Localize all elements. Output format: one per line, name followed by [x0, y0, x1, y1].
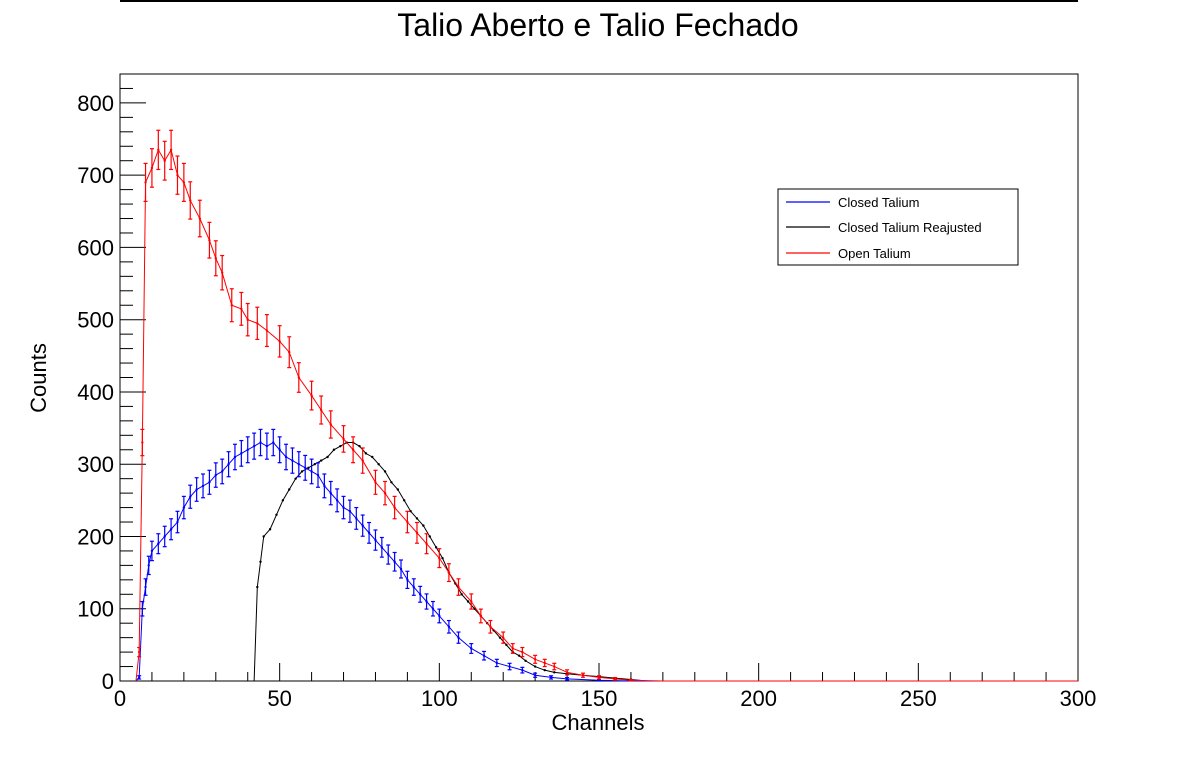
data-point: [428, 535, 431, 538]
data-point: [409, 509, 412, 513]
y-tick-label: 700: [77, 163, 114, 188]
series-closed-talium: [135, 428, 1078, 682]
data-point: [358, 444, 361, 448]
data-point: [288, 488, 291, 491]
data-point: [275, 513, 278, 516]
x-tick-label: 200: [740, 686, 777, 711]
data-point: [422, 524, 425, 527]
data-point: [415, 517, 419, 520]
data-point: [505, 643, 508, 647]
y-tick-label: 400: [77, 380, 114, 405]
data-point: [256, 585, 259, 589]
data-point: [268, 528, 272, 531]
x-tick-label: 50: [267, 686, 291, 711]
legend: Closed Talium Closed Talium Reajusted Op…: [777, 188, 1019, 266]
chart-title: Talio Aberto e Talio Fechado: [397, 7, 798, 43]
data-point: [383, 470, 387, 473]
data-point: [332, 448, 336, 451]
data-point: [473, 607, 476, 610]
series-line-closed-talium: [135, 441, 1078, 682]
data-point: [294, 477, 297, 480]
data-point: [434, 546, 438, 549]
x-axis-title: Channels: [552, 710, 645, 735]
y-tick-label: 100: [77, 597, 114, 622]
y-tick-label: 300: [77, 452, 114, 477]
data-point: [460, 593, 463, 596]
x-axis: 0 50 100 150 200 250 300: [114, 663, 1096, 711]
data-point: [396, 488, 400, 491]
data-point: [281, 499, 285, 502]
y-tick-label: 500: [77, 308, 114, 333]
y-axis-title: Counts: [26, 343, 51, 413]
data-point: [466, 600, 470, 603]
x-tick-label: 150: [581, 686, 618, 711]
legend-label-open-talium: Open Talium: [838, 246, 911, 261]
x-tick-label: 100: [421, 686, 458, 711]
data-point: [524, 659, 527, 662]
data-point: [339, 444, 342, 448]
data-point: [390, 481, 393, 484]
data-point: [307, 466, 310, 470]
plot-frame: [119, 73, 1079, 682]
legend-label-closed-talium: Closed Talium: [838, 195, 919, 210]
data-point: [371, 455, 374, 459]
data-point: [403, 499, 406, 502]
x-tick-label: 300: [1060, 686, 1097, 711]
series-line-closed-talium-reajusted: [253, 442, 1078, 682]
data-point: [259, 560, 262, 563]
y-tick-label: 600: [77, 235, 114, 260]
data-point: [498, 636, 502, 639]
data-point: [364, 452, 368, 455]
data-point: [553, 671, 556, 674]
y-axis: 0 100 200 300 400 500 600 700 800: [77, 73, 146, 694]
data-point: [441, 556, 444, 560]
series-closed-talium-reajusted: [253, 441, 1078, 682]
x-tick-label: 0: [114, 686, 126, 711]
data-point: [543, 668, 546, 672]
data-point: [313, 463, 316, 466]
data-point: [300, 470, 304, 473]
legend-label-closed-talium-reajusted: Closed Talium Reajusted: [838, 220, 982, 235]
data-point: [326, 455, 329, 459]
data-point: [262, 535, 265, 538]
data-point: [533, 665, 537, 668]
series-layer: [135, 129, 1078, 682]
data-point: [517, 654, 521, 657]
y-tick-label: 800: [77, 91, 114, 116]
y-tick-label: 0: [102, 669, 114, 694]
y-tick-label: 200: [77, 524, 114, 549]
data-point: [377, 463, 380, 466]
data-point: [319, 459, 323, 462]
x-tick-label: 250: [900, 686, 937, 711]
series-open-talium: [135, 129, 1078, 682]
